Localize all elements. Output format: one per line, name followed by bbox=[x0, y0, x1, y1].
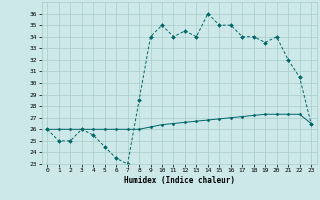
X-axis label: Humidex (Indice chaleur): Humidex (Indice chaleur) bbox=[124, 176, 235, 185]
